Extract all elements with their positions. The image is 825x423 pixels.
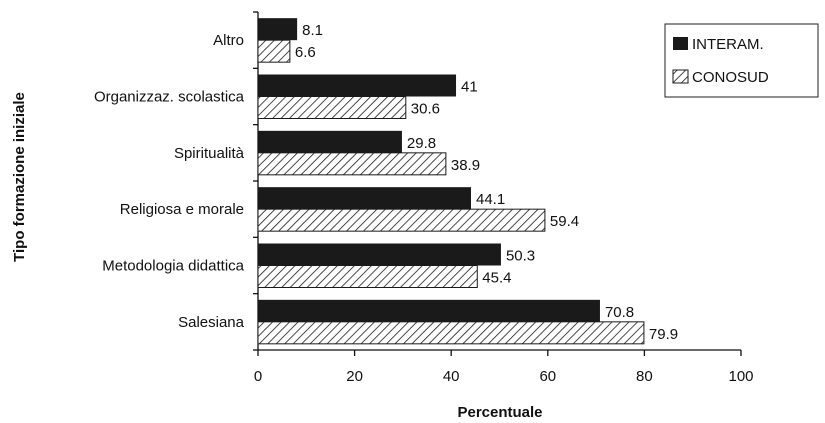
data-label: 79.9	[649, 326, 678, 343]
x-tick-label: 0	[254, 368, 262, 385]
legend-swatch-interam	[673, 37, 688, 50]
data-label: 59.4	[550, 213, 579, 230]
data-label: 8.1	[302, 22, 323, 39]
bar-interam	[258, 74, 457, 97]
y-axis-title: Tipo formazione iniziale	[11, 92, 28, 262]
bar-interam	[258, 187, 472, 210]
plot-area: 0 20 40 60 80 100 Altro 8.1 6.6 Organizzaz. scola…	[94, 11, 754, 385]
bar-conosud	[257, 265, 478, 288]
legend: INTERAM. CONOSUD	[664, 23, 819, 98]
category-label: Religiosa e morale	[120, 201, 244, 218]
bar-interam	[258, 299, 600, 322]
x-tick-label: 20	[346, 368, 363, 385]
category-label: Altro	[213, 32, 244, 49]
data-label: 45.4	[482, 270, 511, 287]
data-label: 30.6	[411, 101, 440, 118]
bar-interam	[258, 18, 298, 41]
x-axis-title: Percentuale	[457, 404, 542, 421]
x-tick-label: 60	[539, 368, 556, 385]
data-label: 29.8	[407, 135, 436, 152]
data-label: 38.9	[451, 157, 480, 174]
bar-conosud	[257, 208, 546, 232]
category-label: Spiritualità	[174, 145, 245, 162]
x-tick-label: 40	[443, 368, 460, 385]
bar-interam	[258, 243, 501, 266]
x-tick-label: 80	[636, 368, 653, 385]
category-label: Salesiana	[178, 314, 245, 331]
legend-label-conosud: CONOSUD	[692, 69, 769, 86]
data-label: 6.6	[295, 44, 316, 61]
bar-conosud	[257, 96, 407, 119]
bar-conosud	[257, 152, 447, 176]
bar-conosud	[257, 321, 645, 345]
bar-interam	[258, 130, 402, 153]
data-label: 70.8	[605, 304, 634, 321]
legend-swatch-conosud	[672, 69, 689, 84]
data-label: 41	[461, 79, 478, 96]
bar-conosud	[257, 39, 291, 63]
category-label: Metodologia didattica	[102, 258, 244, 275]
legend-box	[664, 23, 819, 98]
x-tick-label: 100	[728, 368, 753, 385]
legend-label-interam: INTERAM.	[692, 36, 764, 53]
data-label: 50.3	[506, 248, 535, 265]
data-label: 44.1	[476, 191, 505, 208]
category-label: Organizzaz. scolastica	[94, 89, 245, 106]
